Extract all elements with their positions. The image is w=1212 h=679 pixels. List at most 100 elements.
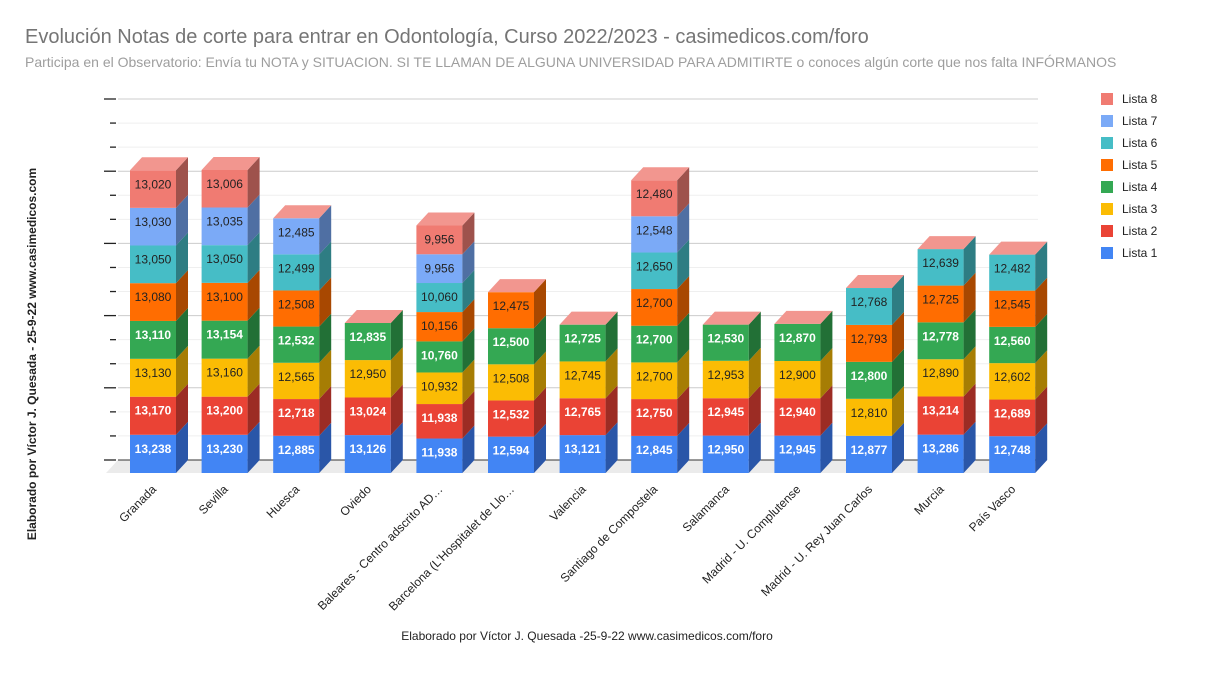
data-label: 12,700	[636, 296, 673, 310]
bar-side-face	[534, 387, 546, 437]
data-label: 12,950	[349, 367, 386, 381]
data-label: 13,230	[206, 442, 243, 456]
bar-side-face	[748, 311, 761, 361]
bar-segment-lista-2	[130, 396, 176, 435]
bar-side-face	[677, 276, 690, 326]
data-label: 13,170	[135, 404, 172, 418]
bar-segment-lista-8	[130, 170, 176, 208]
data-label: 12,499	[278, 261, 315, 275]
data-label: 12,778	[922, 329, 959, 343]
legend-label: Lista 5	[1122, 158, 1158, 172]
bar-side-face	[319, 349, 332, 400]
bar-segment-lista-2	[917, 396, 964, 435]
bar-segment-lista-4	[559, 324, 606, 362]
data-label: 12,548	[636, 223, 673, 237]
bar-segment-lista-7	[416, 254, 463, 284]
data-label: 12,689	[994, 407, 1031, 421]
bar-segment-lista-7	[631, 216, 678, 253]
bar-side-face	[390, 310, 403, 361]
bar-segment-lista-7	[201, 207, 248, 246]
bar-segment-lista-3	[702, 360, 749, 399]
chart-subtitle: Participa en el Observatorio: Envía tu N…	[25, 54, 1117, 70]
bar-side-face	[534, 279, 546, 329]
bar-side-face	[534, 351, 546, 401]
bar-segment-lista-3	[488, 364, 534, 401]
bar-stack-10: 12,877 12,810 12,800 12,793 12,768	[846, 275, 904, 473]
data-label: 13,121	[564, 442, 601, 456]
bar-segment-lista-6	[631, 252, 678, 290]
bar-segment-lista-3	[774, 360, 821, 399]
legend-swatch	[1101, 225, 1113, 237]
bar-segment-lista-1	[774, 435, 821, 473]
bar-side-face	[319, 277, 332, 327]
bar-top-face	[631, 167, 690, 181]
bar-side-face	[319, 205, 332, 255]
data-label: 12,725	[564, 332, 601, 346]
bar-side-face	[892, 422, 904, 473]
bar-side-face	[390, 384, 403, 436]
bar-segment-lista-6	[846, 288, 892, 325]
data-label: 12,718	[278, 406, 315, 420]
legend-swatch	[1101, 93, 1113, 105]
data-label: 12,485	[278, 225, 315, 239]
data-label: 12,700	[636, 333, 673, 347]
bar-segment-lista-8	[201, 169, 248, 208]
bar-side-face	[176, 345, 188, 397]
bar-segment-lista-2	[559, 398, 606, 436]
bar-segment-lista-3	[344, 360, 391, 398]
bar-segment-lista-1	[631, 435, 678, 473]
bar-segment-lista-3	[631, 362, 678, 400]
data-label: 12,885	[278, 443, 315, 457]
bar-segment-lista-1	[989, 436, 1036, 473]
bar-side-face	[677, 386, 690, 436]
data-label: 12,650	[636, 260, 673, 274]
bar-segment-lista-4	[344, 323, 391, 361]
legend-label: Lista 2	[1122, 224, 1158, 238]
bar-side-face	[605, 348, 618, 399]
bar-segment-lista-1	[273, 435, 320, 473]
bar-side-face	[820, 385, 833, 436]
bar-side-face	[1035, 277, 1048, 327]
data-label: 13,050	[135, 252, 172, 266]
bar-segment-lista-2	[273, 399, 320, 436]
legend-item-lista-8: Lista 8	[1101, 92, 1158, 106]
bar-segment-lista-6	[201, 245, 248, 283]
bar-side-face	[748, 385, 761, 436]
bar-segment-lista-2	[774, 398, 821, 436]
bar-segment-lista-1	[130, 434, 176, 473]
bar-stack-12: 12,748 12,689 12,602 12,560 12,545 12,482	[989, 241, 1048, 473]
legend-item-lista-4: Lista 4	[1101, 180, 1158, 194]
data-label: 13,200	[206, 404, 243, 418]
bar-top-face	[702, 311, 761, 325]
data-label: 13,214	[922, 403, 959, 417]
bar-stack-3: 13,126 13,024 12,950 12,835	[344, 310, 403, 473]
data-label: 10,760	[421, 348, 458, 362]
data-label: 13,130	[135, 366, 172, 380]
data-label: 12,508	[493, 371, 530, 385]
bar-top-face	[917, 236, 976, 250]
data-label: 12,950	[707, 443, 744, 457]
data-label: 12,945	[779, 443, 816, 457]
bar-side-face	[462, 270, 475, 313]
bar-segment-lista-8	[416, 225, 463, 255]
bar-segment-lista-4	[488, 328, 534, 365]
bar-top-face	[273, 205, 332, 219]
bar-segment-lista-1	[846, 435, 892, 473]
bar-segment-lista-1	[917, 434, 964, 473]
bar-side-face	[892, 348, 904, 399]
data-label: 9,956	[424, 261, 454, 275]
data-label: 13,154	[206, 328, 243, 342]
legend-item-lista-6: Lista 6	[1101, 136, 1158, 150]
bar-segment-lista-3	[917, 359, 964, 397]
data-label: 12,768	[851, 295, 888, 309]
data-label: 12,748	[994, 443, 1031, 457]
data-label: 10,060	[421, 290, 458, 304]
data-label: 12,890	[922, 366, 959, 380]
bar-segment-lista-5	[416, 312, 463, 342]
bar-side-face	[605, 311, 618, 362]
bar-segment-lista-7	[273, 218, 320, 255]
data-label: 12,545	[994, 298, 1031, 312]
data-label: 12,532	[493, 407, 530, 421]
bar-segment-lista-5	[130, 283, 176, 321]
legend-swatch	[1101, 115, 1113, 127]
